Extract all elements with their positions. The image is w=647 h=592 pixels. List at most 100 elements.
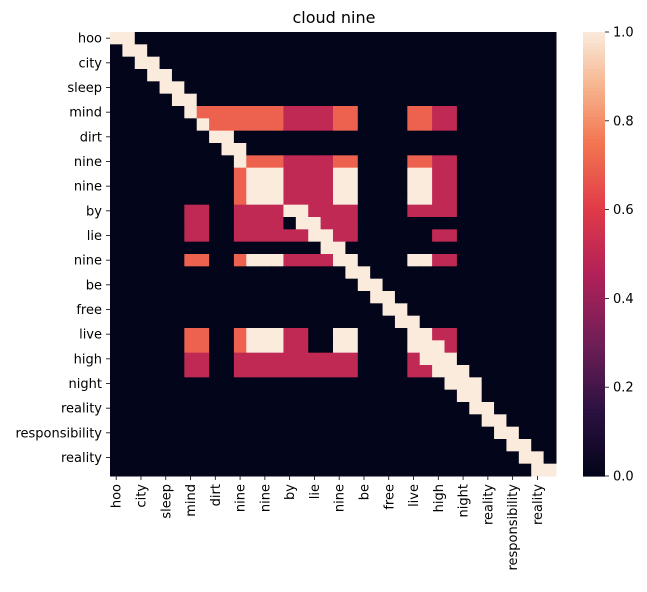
heatmap-cell — [456, 56, 470, 70]
heatmap-cell — [357, 106, 371, 119]
heatmap-cell — [444, 266, 458, 280]
heatmap-cell — [110, 266, 123, 280]
heatmap-cell — [456, 365, 470, 378]
heatmap-cell — [407, 439, 421, 452]
heatmap-cell — [221, 389, 235, 403]
heatmap-cell — [320, 254, 334, 267]
heatmap-cell — [147, 93, 161, 107]
heatmap-cell — [258, 439, 272, 452]
heatmap-cell — [469, 241, 483, 255]
heatmap-cell — [320, 389, 334, 403]
colorbar-segment — [583, 257, 605, 262]
heatmap-cell — [469, 352, 483, 366]
heatmap-cell — [295, 315, 309, 329]
x-tick-label: by — [283, 484, 298, 500]
heatmap-cell — [134, 389, 148, 403]
heatmap-cell — [357, 56, 371, 70]
heatmap-cell — [494, 204, 507, 218]
x-tick-label: lie — [308, 484, 323, 499]
heatmap-cell — [308, 217, 322, 230]
heatmap-cell — [122, 340, 136, 354]
heatmap-cell — [134, 402, 148, 415]
heatmap-cell — [469, 278, 483, 292]
heatmap-cell — [246, 56, 260, 70]
heatmap-cell — [134, 217, 148, 230]
heatmap-cell — [370, 365, 384, 378]
heatmap-cell — [370, 439, 384, 452]
heatmap-cell — [258, 254, 272, 267]
colorbar-segment — [583, 394, 605, 399]
heatmap-cell — [407, 69, 421, 82]
heatmap-cell — [370, 167, 384, 181]
colorbar-segment — [583, 461, 605, 466]
heatmap-cell — [196, 81, 210, 95]
heatmap-cell — [432, 303, 445, 317]
heatmap-cell — [122, 414, 136, 428]
heatmap-cell — [382, 402, 396, 415]
heatmap-cell — [258, 192, 272, 206]
heatmap-cell — [394, 180, 408, 193]
heatmap-cell — [469, 377, 483, 391]
heatmap-cell — [295, 414, 309, 428]
colorbar-segment — [583, 316, 605, 322]
heatmap-cell — [370, 451, 384, 465]
heatmap-cell — [271, 204, 284, 218]
heatmap-cell — [370, 291, 384, 304]
heatmap-cell — [196, 192, 210, 206]
heatmap-cell — [295, 106, 309, 119]
heatmap-cell — [469, 389, 483, 403]
heatmap-cell — [320, 155, 334, 169]
heatmap-cell — [394, 241, 408, 255]
heatmap-cell — [432, 217, 445, 230]
heatmap-cell — [518, 241, 532, 255]
heatmap-cell — [110, 204, 123, 218]
heatmap-cell — [122, 143, 136, 156]
heatmap-cell — [407, 352, 421, 366]
x-tick-label: nine — [258, 484, 273, 512]
heatmap-cell — [357, 130, 371, 144]
colorbar-segment — [583, 183, 605, 188]
heatmap-cell — [147, 402, 161, 415]
heatmap-cell — [196, 352, 210, 366]
heatmap-cell — [407, 340, 421, 354]
heatmap-cell — [271, 130, 284, 144]
heatmap-cell — [494, 93, 507, 107]
heatmap-cell — [209, 278, 222, 292]
heatmap-cell — [209, 426, 222, 440]
heatmap-cell — [271, 340, 284, 354]
colorbar-segment — [583, 228, 605, 233]
heatmap-cell — [444, 106, 458, 119]
heatmap-cell — [134, 352, 148, 366]
heatmap-cell — [419, 143, 433, 156]
heatmap-cell — [147, 118, 161, 132]
heatmap-cell — [184, 402, 198, 415]
heatmap-cell — [147, 463, 161, 477]
heatmap-cell — [295, 278, 309, 292]
heatmap-cell — [110, 451, 123, 465]
heatmap-cell — [283, 204, 297, 218]
colorbar-tick-label: 0.2 — [613, 381, 634, 396]
heatmap-cell — [320, 44, 334, 58]
heatmap-cell — [134, 266, 148, 280]
heatmap-cell — [134, 303, 148, 317]
heatmap-cell — [432, 167, 445, 181]
heatmap-cell — [518, 340, 532, 354]
heatmap-cell — [432, 180, 445, 193]
heatmap-cell — [196, 266, 210, 280]
heatmap-cell — [134, 56, 148, 70]
heatmap-cell — [357, 155, 371, 169]
heatmap-cell — [394, 352, 408, 366]
heatmap-cell — [432, 192, 445, 206]
heatmap-cell — [432, 241, 445, 255]
heatmap-cell — [357, 315, 371, 329]
heatmap-cell — [246, 130, 260, 144]
heatmap-cell — [122, 463, 136, 477]
heatmap-cell — [518, 389, 532, 403]
heatmap-cell — [382, 44, 396, 58]
colorbar-tick-label: 1.0 — [613, 26, 634, 41]
heatmap-cell — [432, 451, 445, 465]
heatmap-cell — [246, 81, 260, 95]
heatmap-cell — [432, 463, 445, 477]
heatmap-cell — [258, 130, 272, 144]
heatmap-cell — [221, 93, 235, 107]
